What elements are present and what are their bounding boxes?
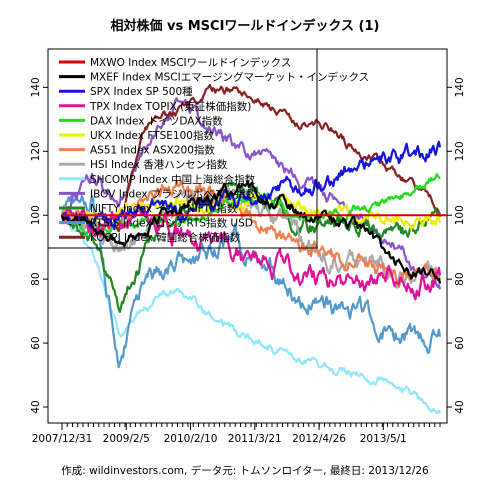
legend-label: DAX Index ドイツDAX指数: [90, 114, 223, 127]
y-tick-label-right: 80: [454, 272, 466, 285]
legend-label: SHCOMP Index 中国上海総合指数: [90, 173, 256, 186]
x-tick-label: 2010/2/10: [164, 433, 218, 445]
y-tick-label-left: 40: [30, 400, 42, 413]
y-tick-label-left: 140: [30, 77, 42, 97]
y-tick-label-right: 120: [454, 141, 466, 161]
y-tick-label-left: 80: [30, 272, 42, 285]
legend-items: MXWO Index MSCIワールドインデックス MXEF Index MSCI…: [59, 56, 369, 244]
legend-label: MXEF Index MSCIエマージングマーケット・インデックス: [90, 71, 369, 84]
legend: MXWO Index MSCIワールドインデックス MXEF Index MSCI…: [47, 48, 369, 249]
legend-label: TPX Index TOPIX (東証株価指数): [89, 100, 251, 113]
series-group: [60, 83, 442, 415]
y-tick-label-left: 60: [30, 336, 42, 349]
y-tick-label-right: 40: [454, 400, 466, 413]
y-axis-right: 40 60 80 100 120 140: [447, 77, 466, 414]
chart-caption: 作成: wildinvestors.com, データ元: トムソンロイター, 最…: [61, 464, 429, 477]
series-line: [60, 180, 442, 284]
y-axis-left: 40 60 80 100 120 140: [30, 77, 48, 414]
x-tick-label: 2011/3/21: [228, 433, 282, 445]
x-tick-label: 2007/12/31: [32, 433, 93, 445]
legend-label: IBOV Index ブラジルボベスパ指数: [90, 187, 256, 200]
series-line: [61, 214, 442, 415]
series-line: [61, 179, 442, 289]
series-line: [60, 140, 442, 231]
legend-label: NIFTY Index インドNIFTY指数: [90, 202, 238, 215]
x-axis: 2007/12/31 2009/2/5 2010/2/10 2011/3/21 2012…: [32, 423, 441, 445]
legend-label: HSI Index 香港ハンセン指数: [90, 158, 228, 171]
x-tick-label: 2009/2/5: [103, 433, 150, 445]
legend-label: MXWO Index MSCIワールドインデックス: [90, 56, 291, 69]
x-tick-label: 2013/5/1: [360, 433, 407, 445]
legend-box: [47, 48, 318, 249]
legend-label: KOSPI Index 韓国総合株価指数: [90, 231, 241, 244]
chart-title: 相対株価 vs MSCIワールドインデックス (1): [110, 18, 379, 34]
series-line: [61, 193, 442, 369]
y-tick-label-left: 120: [30, 141, 42, 161]
legend-label: AS51 Index ASX200指数: [90, 144, 215, 157]
y-tick-label-right: 140: [454, 77, 466, 97]
legend-label: SPX Index SP 500種: [90, 85, 193, 98]
y-tick-label-left: 100: [30, 205, 42, 225]
x-tick-label: 2012/4/26: [292, 433, 346, 445]
y-tick-label-right: 100: [454, 205, 466, 225]
series-line: [60, 181, 442, 313]
legend-label: RTSIS Index ロシアRTS指数 USD: [90, 217, 253, 230]
y-tick-label-right: 60: [454, 336, 466, 349]
series-line: [61, 203, 442, 301]
legend-label: UKX Index FTSE100指数: [90, 129, 214, 142]
